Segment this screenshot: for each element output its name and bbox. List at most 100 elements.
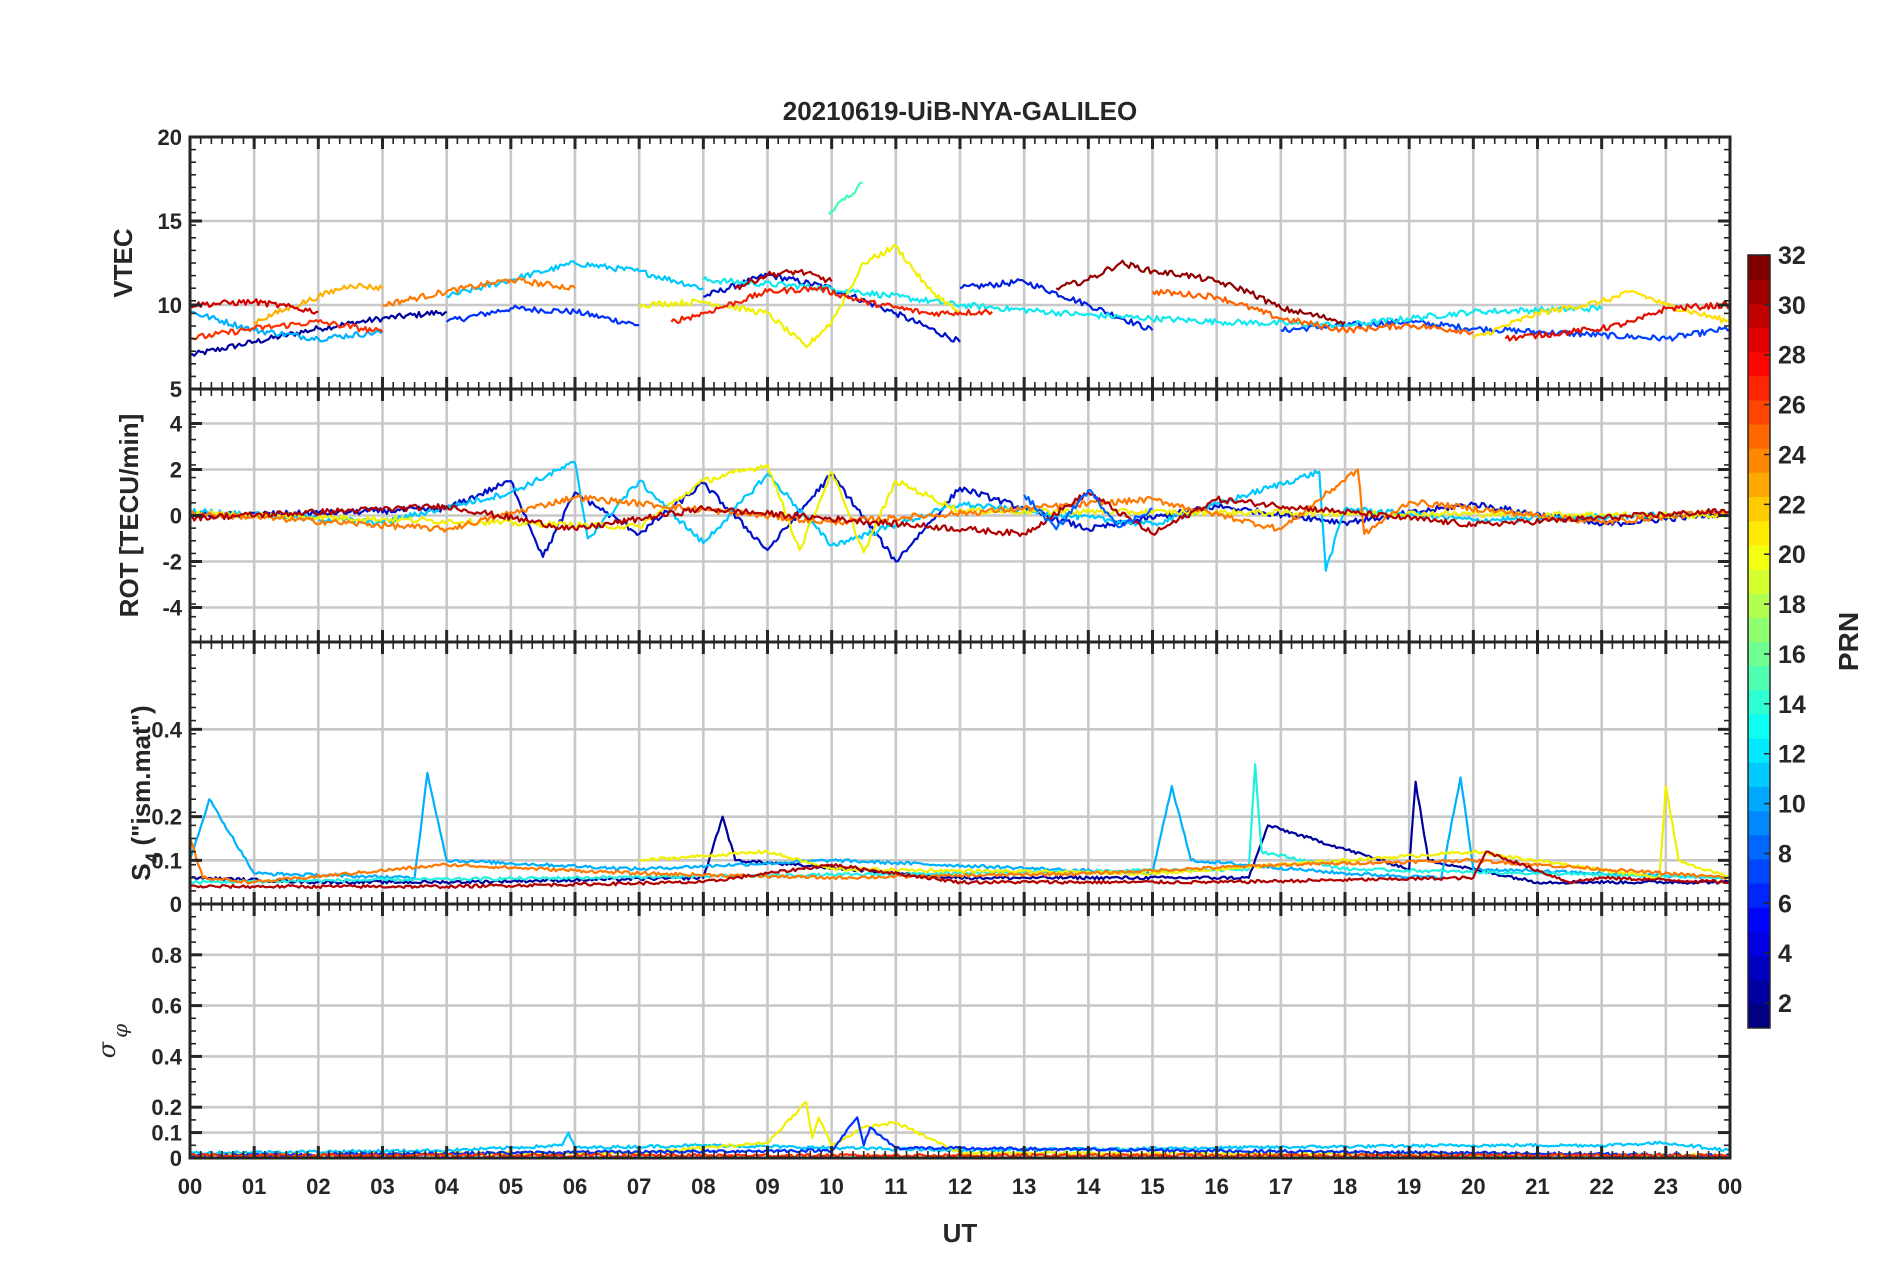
colorbar-segment [1748, 979, 1770, 1005]
y-tick-label: 0.8 [151, 943, 182, 968]
colorbar-segment [1748, 665, 1770, 691]
series-line-prn-2 [190, 309, 448, 357]
colorbar-segment [1748, 834, 1770, 860]
colorbar-segment [1748, 641, 1770, 667]
colorbar-segment [1748, 496, 1770, 522]
colorbar-segment [1748, 713, 1770, 739]
series-line-prn-20 [638, 243, 961, 349]
colorbar-tick-label: 6 [1778, 890, 1792, 918]
colorbar-tick-label: 26 [1778, 392, 1806, 420]
y-tick-label: 5 [170, 377, 182, 402]
series-line-prn-27 [190, 319, 384, 341]
series-line-prn-5 [446, 304, 640, 327]
x-tick-label: 16 [1204, 1174, 1228, 1199]
y-tick-label: 0 [170, 1146, 182, 1171]
x-tick-label: 23 [1654, 1174, 1678, 1199]
x-tick-label: 07 [627, 1174, 651, 1199]
y-axis-label: ROT [TECU/min] [114, 414, 144, 618]
colorbar-segment [1748, 544, 1770, 570]
colorbar-segment [1748, 593, 1770, 618]
colorbar-tick-label: 4 [1778, 940, 1792, 968]
colorbar-segment [1748, 303, 1770, 328]
x-tick-label: 04 [434, 1174, 459, 1199]
series-group [190, 763, 1730, 890]
colorbar-frame [1747, 254, 1771, 1029]
y-tick-label: 10 [158, 293, 182, 318]
colorbar-segment [1748, 375, 1770, 401]
colorbar-segment [1748, 327, 1770, 353]
colorbar-segment [1748, 424, 1770, 449]
series-line-prn-14 [190, 763, 1730, 885]
x-tick-label: 22 [1589, 1174, 1613, 1199]
y-tick-label: 2 [170, 458, 182, 483]
colorbar-segment [1748, 351, 1770, 377]
x-tick-label: 14 [1076, 1174, 1101, 1199]
series-group [190, 181, 1730, 357]
series-line-prn-6 [1280, 318, 1730, 342]
colorbar-segment [1748, 907, 1770, 932]
series-line-prn-32 [1055, 259, 1346, 326]
series-group [190, 460, 1730, 572]
colorbar-tick-label: 28 [1778, 342, 1806, 370]
series-line-prn-21 [1472, 289, 1730, 340]
colorbar-tick-label: 14 [1778, 691, 1806, 719]
colorbar-tick-label: 8 [1778, 840, 1792, 868]
x-tick-label: 13 [1012, 1174, 1036, 1199]
x-tick-label: 17 [1269, 1174, 1293, 1199]
series-line-prn-25 [1151, 288, 1474, 336]
colorbar-tick-label: 2 [1778, 990, 1792, 1018]
series-line-prn-28 [670, 285, 993, 324]
y-tick-label: 4 [170, 412, 183, 437]
x-tick-label: 08 [691, 1174, 715, 1199]
colorbar-segment [1748, 931, 1770, 957]
colorbar-tick-label: 16 [1778, 641, 1806, 669]
x-axis-label: UT [943, 1218, 978, 1248]
y-tick-label: 0 [170, 892, 182, 917]
x-tick-label: 00 [178, 1174, 202, 1199]
x-tick-label: 05 [499, 1174, 523, 1199]
colorbar-segment [1748, 883, 1770, 908]
colorbar-segment [1748, 738, 1770, 763]
series-line-prn-11 [190, 310, 383, 343]
series-line-prn-22 [253, 282, 384, 325]
series-line-prn-31 [190, 850, 1730, 890]
series-line-prn-4 [959, 278, 1154, 331]
colorbar-segment [1748, 858, 1770, 884]
x-tick-label: 09 [755, 1174, 779, 1199]
colorbar-segment [1748, 617, 1770, 642]
series-line-prn-29 [1504, 301, 1730, 342]
colorbar-segment [1748, 569, 1770, 594]
panel-3: 0 0.1 0.2 0.4S4 ("ism.mat") [126, 640, 1732, 917]
colorbar-segment [1748, 762, 1770, 787]
y-tick-label: -2 [162, 550, 182, 575]
chart-title: 20210619-UiB-NYA-GALILEO [783, 96, 1138, 126]
colorbar-segment [1748, 1003, 1770, 1029]
colorbar-label: PRN [1833, 612, 1864, 671]
y-tick-label: 0.1 [151, 848, 182, 873]
x-tick-label: 19 [1397, 1174, 1421, 1199]
colorbar-segment [1748, 399, 1770, 425]
x-tick-label: 01 [242, 1174, 266, 1199]
x-tick-labels: 00 01 02 03 04 05 06 07 08 09 10 11 12 13 14 15 16 17 18 19… [178, 1174, 1742, 1199]
x-tick-label: 02 [306, 1174, 330, 1199]
x-tick-label: 15 [1140, 1174, 1164, 1199]
x-tick-label: 20 [1461, 1174, 1485, 1199]
colorbar-segment [1748, 448, 1770, 473]
panel-4: 00.10.2 0.4 0.6 0.8 σφ [93, 902, 1732, 1171]
x-tick-label: 03 [370, 1174, 394, 1199]
colorbar-tick-label: 12 [1778, 741, 1806, 769]
series-line-prn-12 [446, 260, 704, 299]
y-tick-label: 0.4 [151, 1044, 182, 1069]
y-tick-label: 20 [158, 125, 182, 150]
series-line-prn-12 [190, 460, 1730, 572]
colorbar-tick-label: 10 [1778, 791, 1806, 819]
colorbar-segment [1748, 520, 1770, 546]
y-axis-label: VTEC [108, 228, 138, 298]
series-line-prn-11 [190, 771, 1730, 881]
x-tick-label: 10 [819, 1174, 843, 1199]
colorbar-tick-label: 30 [1778, 292, 1806, 320]
y-tick-label: -4 [162, 596, 182, 621]
y-axis-label: S4 ("ism.mat") [126, 705, 164, 880]
colorbar-tick-label: 18 [1778, 591, 1806, 619]
series-line-prn-31 [190, 491, 1730, 538]
